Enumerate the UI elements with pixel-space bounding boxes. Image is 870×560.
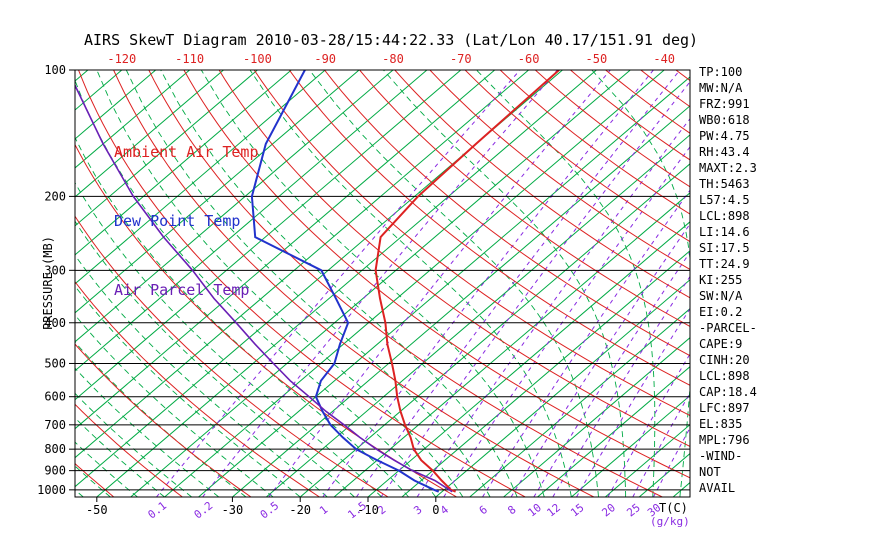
svg-text:300: 300 — [44, 263, 66, 277]
svg-text:8: 8 — [505, 503, 518, 517]
stat-line: FRZ:991 — [699, 97, 750, 111]
legend-dew-point-temp: Dew Point Temp — [114, 212, 241, 230]
svg-text:20: 20 — [600, 501, 618, 519]
svg-text:100: 100 — [44, 63, 66, 77]
stat-line: -WIND- — [699, 449, 743, 463]
svg-text:T(C): T(C) — [659, 501, 688, 515]
stat-line: LFC:897 — [699, 401, 750, 415]
svg-text:-60: -60 — [518, 52, 540, 66]
stat-line: TP:100 — [699, 65, 743, 79]
svg-text:0.1: 0.1 — [145, 499, 169, 521]
svg-text:6: 6 — [477, 503, 490, 517]
svg-text:0: 0 — [432, 503, 439, 517]
stat-line: -PARCEL- — [699, 321, 757, 335]
stat-line: NOT — [699, 465, 721, 479]
stat-line: LCL:898 — [699, 209, 750, 223]
svg-text:25: 25 — [624, 501, 642, 519]
stats-panel: TP:100 MW:N/A FRZ:991 WB0:618 PW:4.75 RH:43.4… — [699, 64, 757, 496]
profile-lines — [75, 70, 560, 493]
stat-line: AVAIL — [699, 481, 736, 495]
stat-line: EL:835 — [699, 417, 743, 431]
svg-text:-120: -120 — [107, 52, 136, 66]
dry-adiabat-lines — [75, 70, 690, 497]
svg-text:-10: -10 — [357, 503, 379, 517]
svg-text:30: 30 — [645, 501, 663, 519]
svg-text:700: 700 — [44, 418, 66, 432]
stat-line: MW:N/A — [699, 81, 743, 95]
svg-text:1: 1 — [317, 503, 330, 517]
svg-text:PRESSURE (MB): PRESSURE (MB) — [41, 236, 55, 330]
svg-text:10: 10 — [525, 501, 543, 519]
legend-ambient-air-temp: Ambient Air Temp — [114, 143, 259, 161]
svg-text:500: 500 — [44, 356, 66, 370]
svg-text:200: 200 — [44, 189, 66, 203]
stat-line: KI:255 — [699, 273, 743, 287]
svg-text:-50: -50 — [586, 52, 608, 66]
svg-text:0.5: 0.5 — [258, 499, 282, 521]
chart-legend: Ambient Air Temp Dew Point Temp Air Parc… — [114, 95, 259, 348]
stat-line: PW:4.75 — [699, 129, 750, 143]
svg-text:600: 600 — [44, 390, 66, 404]
stat-line: CAP:18.4 — [699, 385, 757, 399]
stat-line: MPL:796 — [699, 433, 750, 447]
svg-text:-110: -110 — [175, 52, 204, 66]
svg-text:-90: -90 — [314, 52, 336, 66]
svg-text:-80: -80 — [382, 52, 404, 66]
stat-line: EI:0.2 — [699, 305, 743, 319]
stat-line: SW:N/A — [699, 289, 743, 303]
svg-text:12: 12 — [544, 501, 562, 519]
svg-text:3: 3 — [411, 503, 424, 517]
stat-line: TT:24.9 — [699, 257, 750, 271]
stat-line: LCL:898 — [699, 369, 750, 383]
svg-text:-50: -50 — [86, 503, 108, 517]
stat-line: TH:5463 — [699, 177, 750, 191]
svg-text:900: 900 — [44, 464, 66, 478]
svg-text:400: 400 — [44, 316, 66, 330]
stat-line: CAPE:9 — [699, 337, 743, 351]
svg-text:4: 4 — [438, 503, 452, 518]
svg-text:-40: -40 — [653, 52, 675, 66]
svg-text:-100: -100 — [243, 52, 272, 66]
svg-text:800: 800 — [44, 442, 66, 456]
stat-line: SI:17.5 — [699, 241, 750, 255]
stat-line: CINH:20 — [699, 353, 750, 367]
svg-text:(g/kg): (g/kg) — [650, 515, 690, 528]
svg-text:15: 15 — [568, 501, 586, 519]
svg-text:0.2: 0.2 — [192, 499, 216, 521]
stat-line: MAXT:2.3 — [699, 161, 757, 175]
stat-line: RH:43.4 — [699, 145, 750, 159]
stat-line: LI:14.6 — [699, 225, 750, 239]
svg-text:-70: -70 — [450, 52, 472, 66]
stat-line: WB0:618 — [699, 113, 750, 127]
svg-text:-20: -20 — [289, 503, 311, 517]
svg-text:-30: -30 — [222, 503, 244, 517]
legend-air-parcel-temp: Air Parcel Temp — [114, 281, 250, 299]
stat-line: L57:4.5 — [699, 193, 750, 207]
chart-title: AIRS SkewT Diagram 2010-03-28/15:44:22.3… — [84, 31, 699, 49]
svg-text:1000: 1000 — [37, 483, 66, 497]
